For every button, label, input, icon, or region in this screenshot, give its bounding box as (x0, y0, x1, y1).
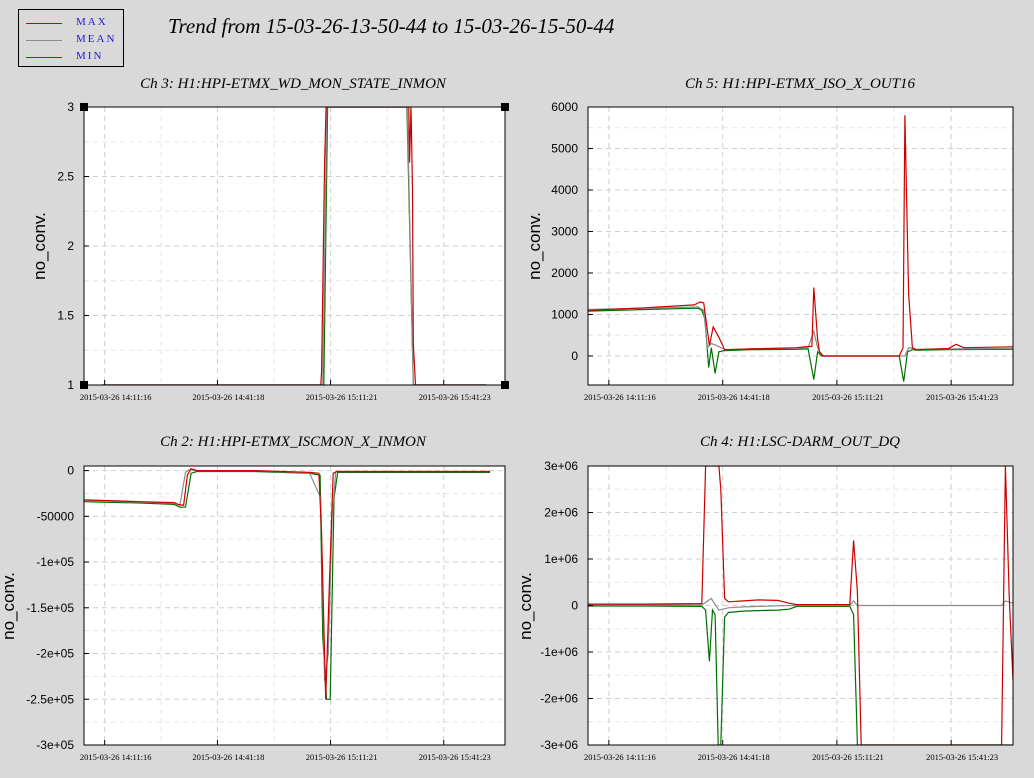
legend-item-min: MIN (19, 50, 123, 64)
y-tick-label: 1.5 (57, 309, 74, 323)
x-tick-label: 2015-03-26 15:11:21 (812, 752, 884, 762)
selection-handle[interactable] (80, 381, 88, 389)
y-tick-label: 2.5 (57, 170, 74, 184)
x-tick-label: 2015-03-26 14:41:18 (698, 752, 770, 762)
y-tick-label: 3000 (551, 224, 578, 238)
legend-swatch-max (26, 23, 62, 24)
y-tick-label: -2.5e+05 (26, 692, 74, 706)
x-tick-label: 2015-03-26 15:11:21 (306, 392, 378, 402)
plot-area[interactable] (84, 466, 505, 745)
chart-legend: MAX MEAN MIN (18, 9, 124, 67)
chart-title-ch5: Ch 5: H1:HPI-ETMX_ISO_X_OUT16 (685, 76, 915, 92)
plot-frame (587, 106, 1014, 386)
legend-item-max: MAX (19, 16, 123, 30)
x-tick-label: 2015-03-26 14:11:16 (584, 392, 656, 402)
series-line-mean (588, 597, 1013, 611)
y-tick-label: -2e+05 (36, 647, 74, 661)
x-tick-label: 2015-03-26 15:11:21 (306, 752, 378, 762)
x-tick-label: 2015-03-26 15:41:23 (926, 752, 998, 762)
y-tick-label: 4000 (551, 183, 578, 197)
legend-label-mean: MEAN (76, 33, 117, 45)
x-tick-label: 2015-03-26 14:11:16 (80, 752, 152, 762)
series-line-max (588, 115, 1013, 357)
y-tick-label: 0 (571, 599, 578, 613)
x-tick-label: 2015-03-26 14:41:18 (192, 752, 264, 762)
y-tick-label: 5000 (551, 141, 578, 155)
x-tick-label: 2015-03-26 14:41:18 (192, 392, 264, 402)
x-tick-label: 2015-03-26 15:41:23 (926, 392, 998, 402)
series-line-max (84, 467, 490, 700)
y-tick-label: -1e+06 (540, 645, 578, 659)
y-tick-label: 2e+06 (544, 506, 578, 520)
page-title: Trend from 15-03-26-13-50-44 to 15-03-26… (168, 14, 615, 38)
y-tick-label: 6000 (551, 100, 578, 114)
y-tick-label: -3e+05 (36, 738, 74, 752)
plot-ch3[interactable]: 1 1.5 2 2.5 3 2015-03-26 14:11:16 2015-03-26 1… (57, 100, 509, 402)
selection-handle[interactable] (501, 103, 509, 111)
selection-handle[interactable] (501, 381, 509, 389)
x-tick-label: 2015-03-26 14:41:18 (698, 392, 770, 402)
x-tick-label: 2015-03-26 14:11:16 (80, 392, 152, 402)
y-tick-label: 2 (67, 239, 74, 253)
y-tick-label: -50000 (37, 509, 75, 523)
y-tick-label: 2000 (551, 266, 578, 280)
series-line-max (102, 107, 487, 385)
plot-ch2[interactable]: 0 -50000 -1e+05 -1.5e+05 -2e+05 -2.5e+05 -3e+0… (26, 464, 506, 762)
y-tick-label: 1000 (551, 307, 578, 321)
plot-ch4[interactable]: 3e+06 2e+06 1e+06 0 -1e+06 -2e+06 -3e+06 2015-0… (540, 459, 1032, 762)
y-tick-label: 1 (67, 378, 74, 392)
chart-title-ch2: Ch 2: H1:HPI-ETMX_ISCMON_X_INMON (160, 434, 426, 450)
series-line-max (588, 466, 1013, 745)
legend-label-min: MIN (76, 50, 104, 62)
plot-ch5[interactable]: 0 1000 2000 3000 4000 5000 6000 2015-03-26 14:1… (551, 100, 1014, 402)
y-tick-label: 1e+06 (544, 552, 578, 566)
series-line-min (588, 605, 1013, 745)
y-tick-label: 0 (571, 349, 578, 363)
chart-title-ch4: Ch 4: H1:LSC-DARM_OUT_DQ (700, 434, 900, 450)
y-tick-label: -1e+05 (36, 555, 74, 569)
y-tick-label: 3e+06 (544, 459, 578, 473)
x-tick-label: 2015-03-26 15:11:21 (812, 392, 884, 402)
y-tick-label: -3e+06 (540, 738, 578, 752)
y-tick-label: -2e+06 (540, 692, 578, 706)
plot-frame (83, 465, 506, 746)
legend-swatch-min (26, 57, 62, 58)
selection-handle[interactable] (80, 103, 88, 111)
y-tick-label: -1.5e+05 (26, 601, 74, 615)
x-tick-label: 2015-03-26 15:41:23 (419, 392, 491, 402)
plot-area[interactable] (588, 107, 1013, 385)
legend-label-max: MAX (76, 16, 108, 28)
x-tick-label: 2015-03-26 14:11:16 (584, 752, 656, 762)
chart-title-ch3: Ch 3: H1:HPI-ETMX_WD_MON_STATE_INMON (140, 76, 446, 92)
legend-swatch-mean (26, 40, 62, 41)
y-tick-label: 3 (67, 100, 74, 114)
y-tick-label: 0 (67, 464, 74, 478)
legend-item-mean: MEAN (19, 33, 123, 47)
series-line-mean (588, 306, 1013, 357)
x-tick-label: 2015-03-26 15:41:23 (419, 752, 491, 762)
